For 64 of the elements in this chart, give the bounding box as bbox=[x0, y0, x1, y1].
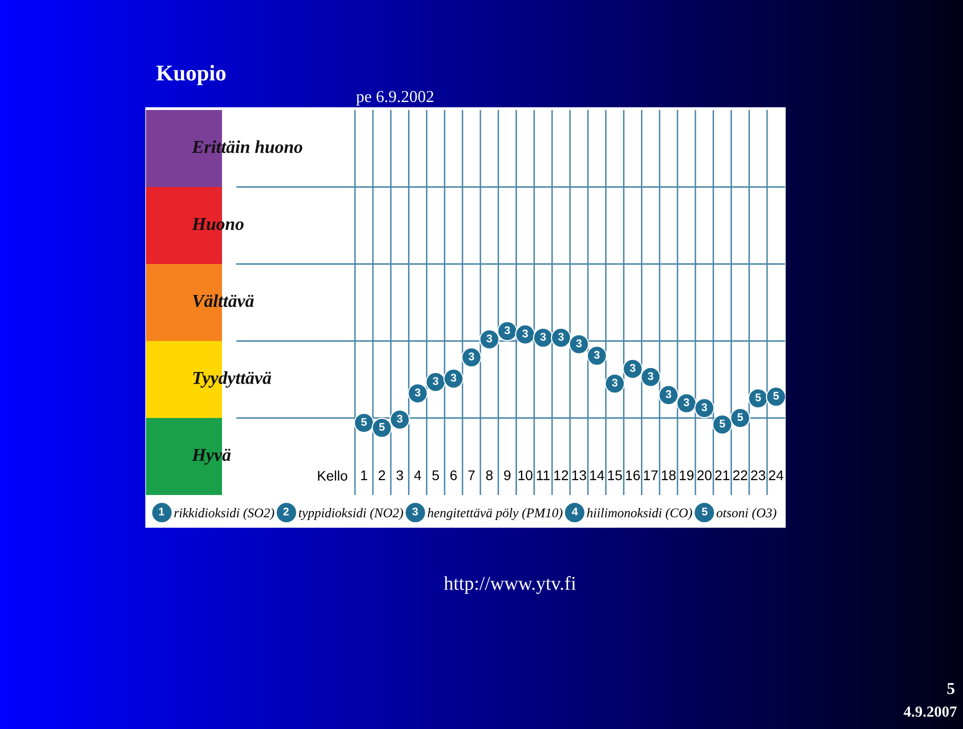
x-tick-label: 2 bbox=[378, 470, 386, 480]
category-label: 3 bbox=[612, 378, 618, 387]
category-label: 3 bbox=[412, 508, 418, 516]
category-label: 3 bbox=[504, 326, 510, 334]
category-label: 3 bbox=[468, 352, 474, 360]
category-label: 3 bbox=[540, 332, 546, 341]
category-label: 4 bbox=[572, 508, 578, 516]
category-label: 3 bbox=[522, 330, 528, 338]
x-tick-label: 8 bbox=[486, 470, 493, 480]
text: 4.9.2007 bbox=[904, 706, 957, 717]
chart-title: Kuopio bbox=[156, 64, 226, 86]
x-tick-label: 22 bbox=[733, 470, 748, 480]
x-tick-label: 10 bbox=[518, 470, 532, 480]
category-label: 3 bbox=[558, 332, 564, 341]
category-label: 3 bbox=[666, 390, 672, 398]
category-label: 3 bbox=[594, 350, 600, 359]
x-tick-label: 4 bbox=[414, 470, 422, 480]
category-label: 5 bbox=[947, 683, 954, 694]
x-tick-label: 17 bbox=[644, 470, 658, 480]
x-tick-label: 21 bbox=[715, 470, 730, 480]
category-label: 5 bbox=[379, 423, 385, 431]
legend-label: hengitettävä pöly (PM10) bbox=[428, 508, 562, 520]
x-tick-label: 23 bbox=[751, 470, 766, 480]
legend-label: rikkidioksidi (SO2) bbox=[174, 508, 274, 520]
x-tick-label: 7 bbox=[468, 470, 475, 480]
annotation: 5 bbox=[361, 418, 367, 426]
category-label: 3 bbox=[450, 374, 456, 382]
x-tick-label: 16 bbox=[626, 470, 640, 480]
x-tick-label: 3 bbox=[396, 470, 404, 480]
x-tick-label: 6 bbox=[450, 470, 457, 480]
legend-label: hiilimonoksidi (CO) bbox=[587, 508, 692, 520]
category-label: 3 bbox=[396, 414, 402, 423]
category-label: 3 bbox=[630, 364, 636, 372]
x-tick-label: 11 bbox=[536, 470, 550, 480]
x-tick-label: 24 bbox=[769, 470, 784, 480]
x-tick-label: 1 bbox=[361, 470, 368, 480]
category-label: 5 bbox=[720, 420, 726, 428]
x-tick-label: 18 bbox=[662, 470, 676, 480]
category-label: 3 bbox=[684, 398, 690, 406]
x-tick-label: 13 bbox=[572, 470, 586, 480]
category-label: 3 bbox=[648, 372, 654, 380]
x-tick-label: 12 bbox=[554, 470, 568, 480]
category-label: 5 bbox=[702, 508, 708, 516]
x-tick-label: 5 bbox=[432, 470, 439, 480]
legend-label: typpidioksidi (NO2) bbox=[298, 508, 404, 520]
category-label: 3 bbox=[414, 388, 420, 396]
x-tick-label: 15 bbox=[608, 470, 622, 480]
category-label: 2 bbox=[283, 508, 289, 516]
text: http://www.ytv.fi bbox=[444, 576, 576, 594]
category-label: 5 bbox=[755, 394, 761, 402]
category-label: 1 bbox=[159, 508, 164, 516]
x-tick-label: 14 bbox=[590, 470, 604, 480]
category-label: 5 bbox=[773, 392, 779, 400]
x-tick-label: 20 bbox=[697, 470, 712, 480]
x-tick-label: 19 bbox=[680, 470, 694, 480]
category-label: 3 bbox=[576, 339, 582, 348]
category-label: 3 bbox=[432, 377, 438, 385]
legend-label: otsoni (O3) bbox=[716, 508, 776, 520]
category-label: 3 bbox=[702, 403, 708, 412]
category-label: 3 bbox=[486, 334, 492, 342]
category-label: 5 bbox=[737, 413, 743, 421]
x-axis-title: Kello bbox=[318, 470, 348, 481]
x-tick-label: 9 bbox=[504, 470, 510, 480]
chart-subtitle: pe 6.9.2002 bbox=[356, 90, 434, 106]
